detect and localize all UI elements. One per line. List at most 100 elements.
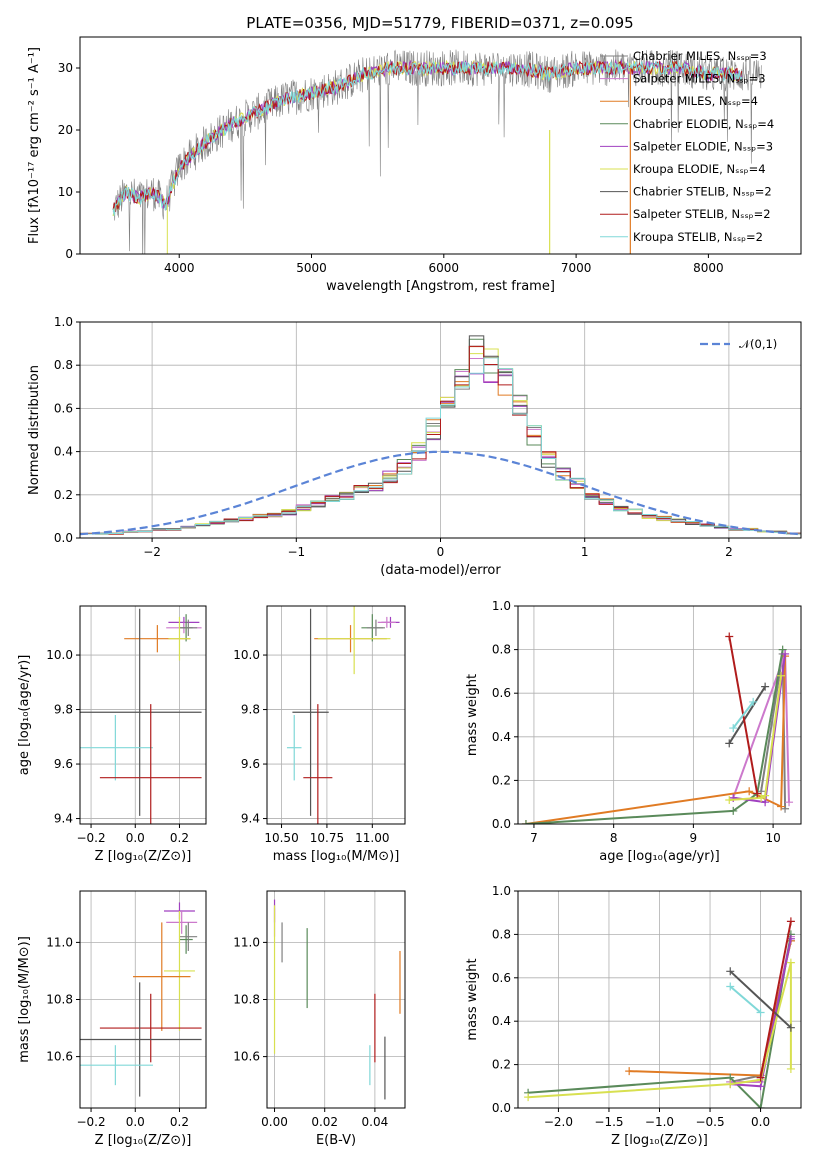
y-tick-label: 0.8 [54, 358, 73, 372]
plot-area [273, 899, 401, 1100]
weight-point [786, 958, 795, 967]
y-tick-label: 0.2 [492, 1058, 511, 1072]
mass-age-axes: 10.50 10.75 11.00 9.4 9.6 9.8 10.0 mass [log₁₀(… [233, 605, 406, 864]
y-tick-label: 0.8 [492, 643, 511, 657]
y-tick-label: 10.0 [46, 648, 73, 662]
ebv-mass-axes: 0.00 0.02 0.04 10.6 10.8 11.0 E(B-V) [233, 890, 406, 1148]
y-tick-label: 0.0 [492, 1101, 511, 1115]
weight-point [725, 632, 734, 641]
x-axis-label: Z [log₁₀(Z/Z⊙)] [95, 849, 192, 864]
weight-line [729, 675, 783, 801]
y-tick-label: 9.8 [54, 703, 73, 717]
weight-point [729, 724, 738, 733]
normal-curve [80, 450, 801, 536]
plot-area [112, 49, 762, 254]
legend-entry: 𝒩(0,1) [739, 337, 777, 351]
legend-entry: Kroupa ELODIE, Nₛₛₚ=4 [633, 162, 766, 176]
spectrum-axes: 4000 5000 6000 7000 8000 0 10 20 30 wavelength [A… [27, 36, 802, 294]
y-tick-label: 0.2 [54, 488, 73, 502]
legend-entry: Salpeter STELIB, Nₛₛₚ=2 [633, 207, 771, 221]
x-tick-label: −1.5 [594, 1115, 623, 1129]
y-tick-label: 9.8 [241, 703, 260, 717]
weight-point [726, 1080, 735, 1089]
y-tick-label: 10.0 [233, 648, 260, 662]
y-axis-label: mass [log₁₀(M/M⊙)] [17, 936, 32, 1063]
x-axis-label: age [log₁₀(age/yr)] [599, 849, 720, 864]
y-tick-label: 9.4 [54, 812, 73, 826]
y-tick-label: 9.4 [241, 812, 260, 826]
x-tick-label: −0.2 [76, 831, 105, 845]
legend-entry: Salpeter MILES, Nₛₛₚ=3 [633, 72, 766, 86]
weight-point [745, 787, 754, 796]
weight-point [761, 682, 770, 691]
weight-line [728, 686, 766, 744]
y-tick-label: 10.6 [46, 1050, 73, 1064]
x-tick-label: 8000 [693, 261, 724, 275]
weight-point [777, 802, 786, 811]
y-tick-label: 11.0 [233, 935, 260, 949]
weight-line [732, 701, 754, 729]
z-age-axes: −0.2 0.0 0.2 9.4 9.6 9.8 10.0 Z [log₁₀(Z/Z⊙)] ag… [17, 605, 207, 864]
y-tick-label: 20 [58, 123, 73, 137]
x-tick-label: 0.0 [751, 1115, 770, 1129]
y-axis-label: Normed distribution [27, 365, 42, 495]
axes-frame [517, 890, 802, 1109]
y-tick-label: 0 [65, 247, 73, 261]
weight-point [756, 1073, 765, 1082]
y-tick-label: 1.0 [492, 884, 511, 898]
weight-point [753, 789, 762, 798]
y-tick-label: 0.0 [54, 531, 73, 545]
weight-line [759, 921, 792, 1078]
x-tick-label: 0.00 [261, 1115, 288, 1129]
spectrum-legend: Chabrier MILES, Nₛₛₚ=3 Salpeter MILES, Nₛ… [600, 49, 774, 244]
weight-point [726, 967, 735, 976]
y-tick-label: 10.6 [233, 1050, 260, 1064]
y-axis-label: Flux [fλ10⁻¹⁷ erg cm⁻² s⁻¹ A⁻¹] [27, 47, 42, 244]
y-tick-label: 0.0 [492, 817, 511, 831]
y-tick-label: 11.0 [46, 935, 73, 949]
spectrum-line [112, 59, 743, 216]
x-tick-label: −2.0 [544, 1115, 573, 1129]
x-tick-label: 7 [530, 831, 538, 845]
x-axis-label: wavelength [Angstrom, rest frame] [326, 279, 555, 294]
axes-frame [79, 605, 207, 825]
figure-title: PLATE=0356, MJD=51779, FIBERID=0371, z=0… [246, 14, 633, 32]
y-tick-label: 0.4 [492, 1014, 511, 1028]
x-tick-label: 10.50 [264, 831, 298, 845]
y-tick-label: 30 [58, 61, 73, 75]
weight-point [726, 982, 735, 991]
x-tick-label: −1.0 [645, 1115, 674, 1129]
y-tick-label: 0.6 [492, 971, 511, 985]
weight-point [729, 806, 738, 815]
y-tick-label: 10 [58, 185, 73, 199]
x-tick-label: −0.2 [76, 1115, 105, 1129]
y-axis-label: mass weight [465, 958, 480, 1040]
y-tick-label: 0.6 [54, 401, 73, 415]
y-tick-label: 10.8 [233, 993, 260, 1007]
axes-frame [79, 36, 802, 255]
weight-point [781, 649, 790, 658]
x-axis-label: Z [log₁₀(Z/Z⊙)] [95, 1133, 192, 1148]
x-tick-label: 2 [725, 545, 733, 559]
y-tick-label: 0.4 [54, 445, 73, 459]
weight-point [786, 1064, 795, 1073]
axes-frame [79, 321, 802, 539]
weight-point [725, 796, 734, 805]
y-tick-label: 0.6 [492, 686, 511, 700]
plot-area [80, 608, 202, 824]
weight-point [756, 1104, 765, 1108]
y-tick-label: 0.4 [492, 730, 511, 744]
x-tick-label: 0.0 [126, 831, 145, 845]
axes-frame [266, 890, 406, 1109]
weight-point [524, 1093, 533, 1102]
plot-area [524, 917, 795, 1108]
x-tick-label: 4000 [164, 261, 195, 275]
weight-point [749, 697, 758, 706]
legend-entry: Chabrier ELODIE, Nₛₛₚ=4 [633, 117, 774, 131]
weight-point [725, 739, 734, 748]
weight-point [521, 820, 530, 824]
x-tick-label: 1 [581, 545, 589, 559]
y-axis-label: mass weight [465, 674, 480, 756]
y-tick-label: 1.0 [492, 599, 511, 613]
